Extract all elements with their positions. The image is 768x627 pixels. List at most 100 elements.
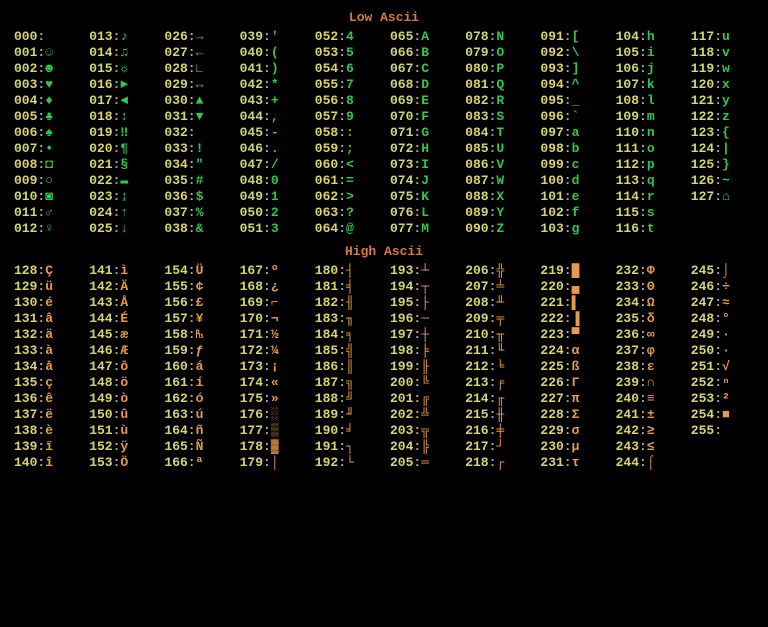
colon: : xyxy=(188,327,196,342)
code-number: 129 xyxy=(14,279,37,294)
colon: : xyxy=(489,141,497,156)
glyph: , xyxy=(271,109,281,124)
ascii-cell: 088:X xyxy=(465,189,528,204)
colon: : xyxy=(113,205,121,220)
code-number: 018 xyxy=(89,109,112,124)
glyph: ╜ xyxy=(346,407,356,422)
colon: : xyxy=(714,359,722,374)
glyph: ► xyxy=(120,77,130,92)
code-number: 192 xyxy=(315,455,338,470)
colon: : xyxy=(338,407,346,422)
glyph: ╕ xyxy=(346,327,356,342)
glyph: ⌐ xyxy=(271,295,281,310)
ascii-cell: 211:╙ xyxy=(465,343,528,358)
ascii-cell: 084:T xyxy=(465,125,528,140)
code-number: 114 xyxy=(616,189,639,204)
ascii-cell: 108:l xyxy=(616,93,679,108)
glyph: ₧ xyxy=(196,327,206,342)
glyph: π xyxy=(572,391,582,406)
colon: : xyxy=(188,423,196,438)
glyph: U xyxy=(496,141,506,156)
code-number: 223 xyxy=(540,327,563,342)
ascii-cell: 117:u xyxy=(691,29,754,44)
colon: : xyxy=(338,109,346,124)
code-number: 001 xyxy=(14,45,37,60)
glyph: Y xyxy=(496,205,506,220)
code-number: 023 xyxy=(89,189,112,204)
colon: : xyxy=(37,173,45,188)
code-number: 216 xyxy=(465,423,488,438)
colon: : xyxy=(37,263,45,278)
code-number: 015 xyxy=(89,61,112,76)
glyph: ↓ xyxy=(120,221,130,236)
glyph: Γ xyxy=(572,375,582,390)
colon: : xyxy=(188,29,196,44)
code-number: 128 xyxy=(14,263,37,278)
colon: : xyxy=(338,157,346,172)
glyph: G xyxy=(421,125,431,140)
glyph: g xyxy=(572,221,582,236)
code-number: 199 xyxy=(390,359,413,374)
glyph: ` xyxy=(572,109,582,124)
ascii-cell xyxy=(691,439,754,454)
colon: : xyxy=(263,407,271,422)
colon: : xyxy=(338,279,346,294)
ascii-cell: 188:╝ xyxy=(315,391,378,406)
colon: : xyxy=(413,77,421,92)
colon: : xyxy=(188,439,196,454)
colon: : xyxy=(413,375,421,390)
ascii-cell: 065:A xyxy=(390,29,453,44)
ascii-cell: 138:è xyxy=(14,423,77,438)
code-number: 054 xyxy=(315,61,338,76)
glyph: É xyxy=(120,311,130,326)
ascii-cell: 051:3 xyxy=(240,221,303,236)
code-number: 178 xyxy=(240,439,263,454)
ascii-cell: 144:É xyxy=(89,311,152,326)
code-number: 249 xyxy=(691,327,714,342)
colon: : xyxy=(639,359,647,374)
code-number: 184 xyxy=(315,327,338,342)
ascii-cell: 010:◙ xyxy=(14,189,77,204)
ascii-cell: 190:╛ xyxy=(315,423,378,438)
colon: : xyxy=(263,173,271,188)
glyph: ↔ xyxy=(196,77,206,92)
glyph: [ xyxy=(572,29,582,44)
code-number: 080 xyxy=(465,61,488,76)
ascii-cell: 234:Ω xyxy=(616,295,679,310)
ascii-cell: 197:┼ xyxy=(390,327,453,342)
code-number: 063 xyxy=(315,205,338,220)
glyph: 0 xyxy=(271,173,281,188)
ascii-cell: 130:é xyxy=(14,295,77,310)
ascii-cell: 005:♣ xyxy=(14,109,77,124)
colon: : xyxy=(639,263,647,278)
ascii-cell: 145:æ xyxy=(89,327,152,342)
ascii-cell: 105:i xyxy=(616,45,679,60)
glyph: + xyxy=(271,93,281,108)
glyph: $ xyxy=(196,189,206,204)
ascii-cell: 096:` xyxy=(540,109,603,124)
colon: : xyxy=(564,407,572,422)
code-number: 224 xyxy=(540,343,563,358)
code-number: 155 xyxy=(164,279,187,294)
ascii-cell: 169:⌐ xyxy=(240,295,303,310)
code-number: 008 xyxy=(14,157,37,172)
ascii-cell: 250:· xyxy=(691,343,754,358)
code-number: 180 xyxy=(315,263,338,278)
ascii-cell: 143:Å xyxy=(89,295,152,310)
code-number: 140 xyxy=(14,455,37,470)
code-number: 150 xyxy=(89,407,112,422)
ascii-cell: 012:♀ xyxy=(14,221,77,236)
glyph: Å xyxy=(120,295,130,310)
code-number: 173 xyxy=(240,359,263,374)
glyph: Ö xyxy=(120,455,130,470)
colon: : xyxy=(564,45,572,60)
glyph: ä xyxy=(45,327,55,342)
code-number: 016 xyxy=(89,77,112,92)
code-number: 041 xyxy=(240,61,263,76)
code-number: 196 xyxy=(390,311,413,326)
colon: : xyxy=(564,343,572,358)
code-number: 087 xyxy=(465,173,488,188)
ascii-cell: 058:: xyxy=(315,125,378,140)
code-number: 047 xyxy=(240,157,263,172)
glyph: ─ xyxy=(421,311,431,326)
